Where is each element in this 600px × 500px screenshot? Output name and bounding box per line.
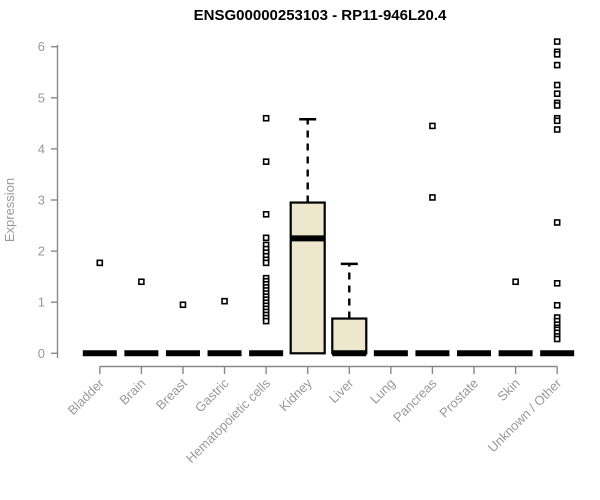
x-tick-label-prostate: Prostate xyxy=(436,376,481,421)
y-tick-label: 2 xyxy=(38,244,45,259)
box-5 xyxy=(289,201,326,355)
y-tick-label: 5 xyxy=(38,90,45,105)
x-tick-label-pancreas: Pancreas xyxy=(390,375,440,425)
y-tick-label: 6 xyxy=(38,39,45,54)
outlier-point xyxy=(138,278,145,286)
x-tick-label-liver: Liver xyxy=(326,375,357,406)
y-tick-label: 0 xyxy=(38,346,45,361)
outlier-point xyxy=(553,51,561,58)
outlier-point xyxy=(553,335,561,343)
x-tick-label-kidney: Kidney xyxy=(276,375,315,414)
y-tick-label: 4 xyxy=(38,141,45,156)
y-tick-label: 1 xyxy=(38,295,45,310)
x-tick-label-unknown-other: Unknown / Other xyxy=(485,375,565,455)
outlier-point xyxy=(512,278,519,286)
outlier-point xyxy=(262,114,270,122)
outlier-point xyxy=(179,301,187,309)
outlier-point xyxy=(262,158,270,165)
outlier-point xyxy=(553,61,561,69)
x-tick-label-breast: Breast xyxy=(153,375,190,412)
outlier-point xyxy=(262,234,270,242)
outlier-point xyxy=(262,259,270,267)
x-tick-label-brain: Brain xyxy=(116,376,148,408)
y-tick-label: 3 xyxy=(38,193,45,208)
y-axis-label: Expression xyxy=(2,177,17,243)
outlier-point xyxy=(553,126,561,133)
x-tick-label-bladder: Bladder xyxy=(65,375,108,418)
outlier-point xyxy=(429,122,436,130)
outlier-point xyxy=(553,301,561,309)
chart-title: ENSG00000253103 - RP11-946L20.4 xyxy=(193,7,447,24)
outlier-point xyxy=(553,102,561,109)
x-tick-label-skin: Skin xyxy=(494,376,522,404)
outlier-point xyxy=(553,117,561,125)
x-tick-label-lung: Lung xyxy=(367,376,398,407)
outlier-point xyxy=(262,317,270,325)
outlier-point xyxy=(429,194,436,201)
x-tick-label-gastric: Gastric xyxy=(192,375,232,415)
outlier-point xyxy=(262,211,270,218)
outlier-point xyxy=(553,279,561,287)
outlier-point xyxy=(221,297,228,305)
outlier-point xyxy=(96,259,104,267)
outlier-point xyxy=(553,81,561,89)
box-6 xyxy=(331,317,368,355)
outlier-point xyxy=(553,90,561,98)
outlier-point xyxy=(553,219,561,226)
outlier-point xyxy=(553,38,561,45)
